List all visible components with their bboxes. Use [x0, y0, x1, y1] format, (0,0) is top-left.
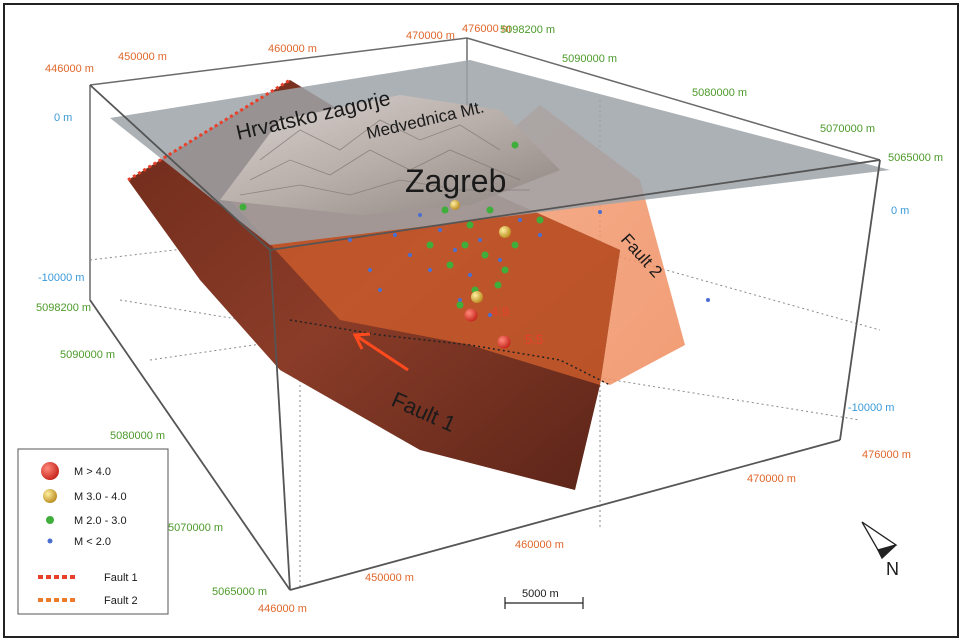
- legend-label-fault-1: Fault 1: [104, 572, 138, 584]
- northing-top-5090000: 5090000 m: [562, 53, 617, 65]
- north-arrow-icon: [861, 521, 898, 560]
- earthquakes-major: [464, 308, 511, 349]
- earthquakes-small: [348, 210, 710, 317]
- easting-top-450000: 450000 m: [118, 51, 167, 63]
- easting-front-446000: 446000 m: [258, 603, 307, 615]
- legend-label-m-gt-4: M > 4.0: [74, 466, 111, 478]
- fault-1-trace: [127, 78, 291, 182]
- depth-right-0: 0 m: [891, 205, 909, 217]
- easting-top-476000: 476000 m: [462, 23, 511, 35]
- northing-top-5065000: 5065000 m: [888, 152, 943, 164]
- legend-swatch-m-lt-2: [47, 538, 53, 544]
- scale-bar-label: 5000 m: [522, 588, 559, 600]
- easting-front-450000: 450000 m: [365, 572, 414, 584]
- fault-1-depth-line: [289, 319, 611, 386]
- easting-top-460000: 460000 m: [268, 43, 317, 55]
- magnitude-label-5-5: 5.5: [525, 332, 543, 347]
- northing-left-5080000: 5080000 m: [110, 430, 165, 442]
- legend: M > 4.0 M 3.0 - 4.0 M 2.0 - 3.0 M < 2.0 …: [17, 448, 169, 615]
- label-zagreb: Zagreb: [405, 163, 506, 199]
- easting-top-446000: 446000 m: [45, 63, 94, 75]
- northing-left-5070000: 5070000 m: [168, 522, 223, 534]
- depth-left-0: 0 m: [54, 112, 72, 124]
- topography-relief: [220, 95, 560, 215]
- magnitude-label-4-9: 4.9: [491, 304, 509, 319]
- easting-front-460000: 460000 m: [515, 539, 564, 551]
- legend-swatch-m-2-3: [46, 516, 54, 524]
- scale-bar: [504, 597, 584, 609]
- depth-labels: 0 m -10000 m 0 m -10000 m: [38, 112, 909, 414]
- northing-left-5090000: 5090000 m: [60, 349, 115, 361]
- legend-swatch-m-3-4: [43, 489, 57, 503]
- northing-top-5098200: 5098200 m: [500, 24, 555, 36]
- easting-top-470000: 470000 m: [406, 30, 455, 42]
- easting-labels: 446000 m 450000 m 460000 m 470000 m 4760…: [45, 23, 911, 615]
- slip-arrow-icon: [352, 332, 409, 372]
- legend-swatch-m-gt-4: [41, 462, 59, 480]
- legend-label-m-2-3: M 2.0 - 3.0: [74, 515, 127, 527]
- northing-left-5065000: 5065000 m: [212, 586, 267, 598]
- legend-label-fault-2: Fault 2: [104, 595, 138, 607]
- depth-left-10000: -10000 m: [38, 272, 84, 284]
- legend-label-m-lt-2: M < 2.0: [74, 536, 111, 548]
- earthquakes-large: [450, 200, 511, 303]
- northing-top-5080000: 5080000 m: [692, 87, 747, 99]
- legend-label-m-3-4: M 3.0 - 4.0: [74, 491, 127, 503]
- northing-top-5070000: 5070000 m: [820, 123, 875, 135]
- topography-ridges: [239, 119, 530, 196]
- easting-front-470000: 470000 m: [747, 473, 796, 485]
- earthquakes-medium: [239, 141, 544, 309]
- easting-front-476000: 476000 m: [862, 449, 911, 461]
- bounding-box-front: [89, 84, 881, 591]
- northing-labels: 5098200 m 5090000 m 5080000 m 5070000 m …: [36, 24, 943, 598]
- northing-left-5098200: 5098200 m: [36, 302, 91, 314]
- north-label: N: [886, 559, 899, 579]
- depth-right-10000: -10000 m: [848, 402, 894, 414]
